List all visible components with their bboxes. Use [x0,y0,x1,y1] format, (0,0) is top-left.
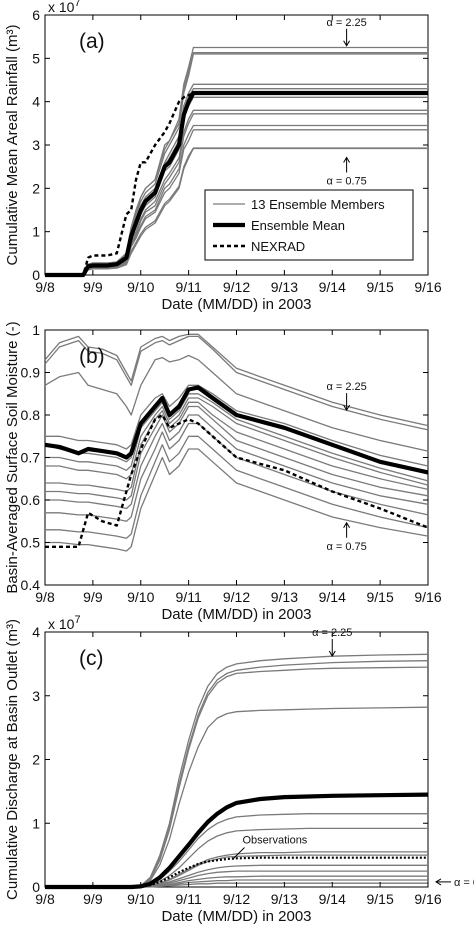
member-line-2 [44,333,429,427]
x-tick-label: 9/15 [367,279,394,295]
y-tick-label: 1 [32,322,40,338]
y-tick-label: 3 [32,137,40,153]
annotation-label: α = 2.25 [326,17,366,29]
y-axis-label: Cumulative Discharge at Basin Outlet (m³… [4,619,21,900]
y-exponent-power: 7 [74,614,80,626]
member-line-13 [45,435,429,539]
x-tick-label: 9/16 [414,891,441,907]
y-axis-label: Basin-Averaged Surface Soil Moisture (-) [4,321,21,593]
y-tick-label: 0.5 [21,535,41,551]
x-tick-label: 9/13 [271,279,298,295]
y-tick-label: 0.9 [21,365,41,381]
member-line-9 [45,401,429,493]
y-exponent: x 107 [48,0,81,15]
member-line-4 [44,354,429,452]
y-tick-label: 2 [32,180,40,196]
x-tick-label: 9/10 [127,589,154,605]
nexrad-line [45,91,194,277]
x-tick-label: 9/14 [319,891,346,907]
x-tick-label: 9/13 [271,891,298,907]
panel-a: 9/8 9/9 9/10 9/11 9/12 9/13 9/14 9/15 9/16 0 1 2 3 4 5… [4,0,442,313]
y-exponent: x 107 [48,614,81,632]
annotation-arrowhead [435,878,442,886]
member-line-11 [45,414,429,510]
x-tick-label: 9/12 [223,279,250,295]
member-line-14 [45,147,428,276]
panel-c: 9/8 9/9 9/10 9/11 9/12 9/13 9/14 9/15 9/16 0 1 2 3 4 x… [4,614,474,925]
x-tick-label: 9/11 [176,891,202,907]
ensemble-mean-line [45,90,428,278]
ensemble-mean-line [45,792,429,890]
annotation-label: Observations [243,834,308,846]
x-axis-label: Date (MM/DD) in 2003 [161,606,311,623]
annotation-arrowhead [343,521,351,529]
x-tick-label: 9/14 [319,279,346,295]
x-tick-label: 9/15 [367,589,394,605]
x-tick-label: 9/12 [223,589,250,605]
y-tick-label: 1 [32,224,40,240]
legend-entry-label: Ensemble Mean [251,218,345,233]
x-tick-label: 9/10 [127,279,154,295]
member-line-14 [45,448,429,552]
x-tick-label: 9/9 [83,891,103,907]
annotation-label: α = 2.25 [326,381,366,393]
x-tick-label: 9/16 [414,589,441,605]
y-axis-label: Cumulative Mean Areal Rainfall (m³) [4,25,21,266]
y-tick-label: 0.4 [21,577,41,593]
x-tick-label: 9/8 [35,589,55,605]
panel-label: (a) [79,30,105,53]
y-tick-label: 6 [32,7,40,23]
member-line-12 [45,422,429,522]
y-tick-label: 0.8 [21,407,41,423]
annotation-label: α = 0.75 [454,877,474,889]
y-tick-label: 5 [32,50,40,66]
y-tick-label: 4 [32,624,40,640]
y-tick-label: 1 [32,815,40,831]
annotation-label: α = 0.75 [326,176,366,188]
x-tick-label: 9/14 [319,589,346,605]
y-tick-label: 0.7 [21,450,41,466]
y-tick-label: 2 [32,752,40,768]
x-tick-label: 9/8 [35,891,55,907]
y-tick-label: 0 [32,879,40,895]
legend-entry-label: 13 Ensemble Members [251,197,385,212]
panel-label: (b) [79,345,105,368]
y-tick-label: 0 [32,267,40,283]
ensemble-mean-line [44,385,429,475]
x-tick-label: 9/11 [176,589,202,605]
member-line-5 [45,384,429,467]
x-tick-label: 9/11 [176,279,202,295]
x-tick-label: 9/9 [83,279,103,295]
x-tick-label: 9/10 [127,891,154,907]
x-tick-label: 9/9 [83,589,103,605]
y-tick-label: 3 [32,688,40,704]
panel-b: 9/8 9/9 9/10 9/11 9/12 9/13 9/14 9/15 9/16 0.4 0.5… [4,321,442,623]
annotation-arrowhead [328,650,336,657]
annotation-arrowhead [343,404,351,412]
x-tick-label: 9/12 [223,891,250,907]
x-tick-label: 9/16 [414,279,441,295]
panel-label: (c) [79,647,104,670]
legend-entry-label: NEXRAD [251,239,305,254]
annotation-arrowhead [343,40,351,47]
legend: 13 Ensemble Members Ensemble Mean NEXRAD [204,189,414,261]
x-axis-label: Date (MM/DD) in 2003 [161,296,311,313]
nexrad-line [45,413,429,548]
member-line-8 [45,397,429,486]
member-line-3 [44,335,429,431]
member-line-10 [45,405,429,501]
y-tick-label: 4 [32,94,40,110]
x-tick-label: 9/13 [271,589,298,605]
x-axis-label: Date (MM/DD) in 2003 [161,908,311,925]
y-tick-label: 0.6 [21,492,41,508]
annotation-arrowhead [343,156,351,163]
annotation-label: α = 2.25 [312,627,352,639]
annotation-arrow [232,847,245,860]
annotation-label: α = 0.75 [326,541,366,553]
x-tick-label: 9/8 [35,279,55,295]
y-exponent-power: 7 [74,0,80,9]
x-tick-label: 9/15 [367,891,394,907]
